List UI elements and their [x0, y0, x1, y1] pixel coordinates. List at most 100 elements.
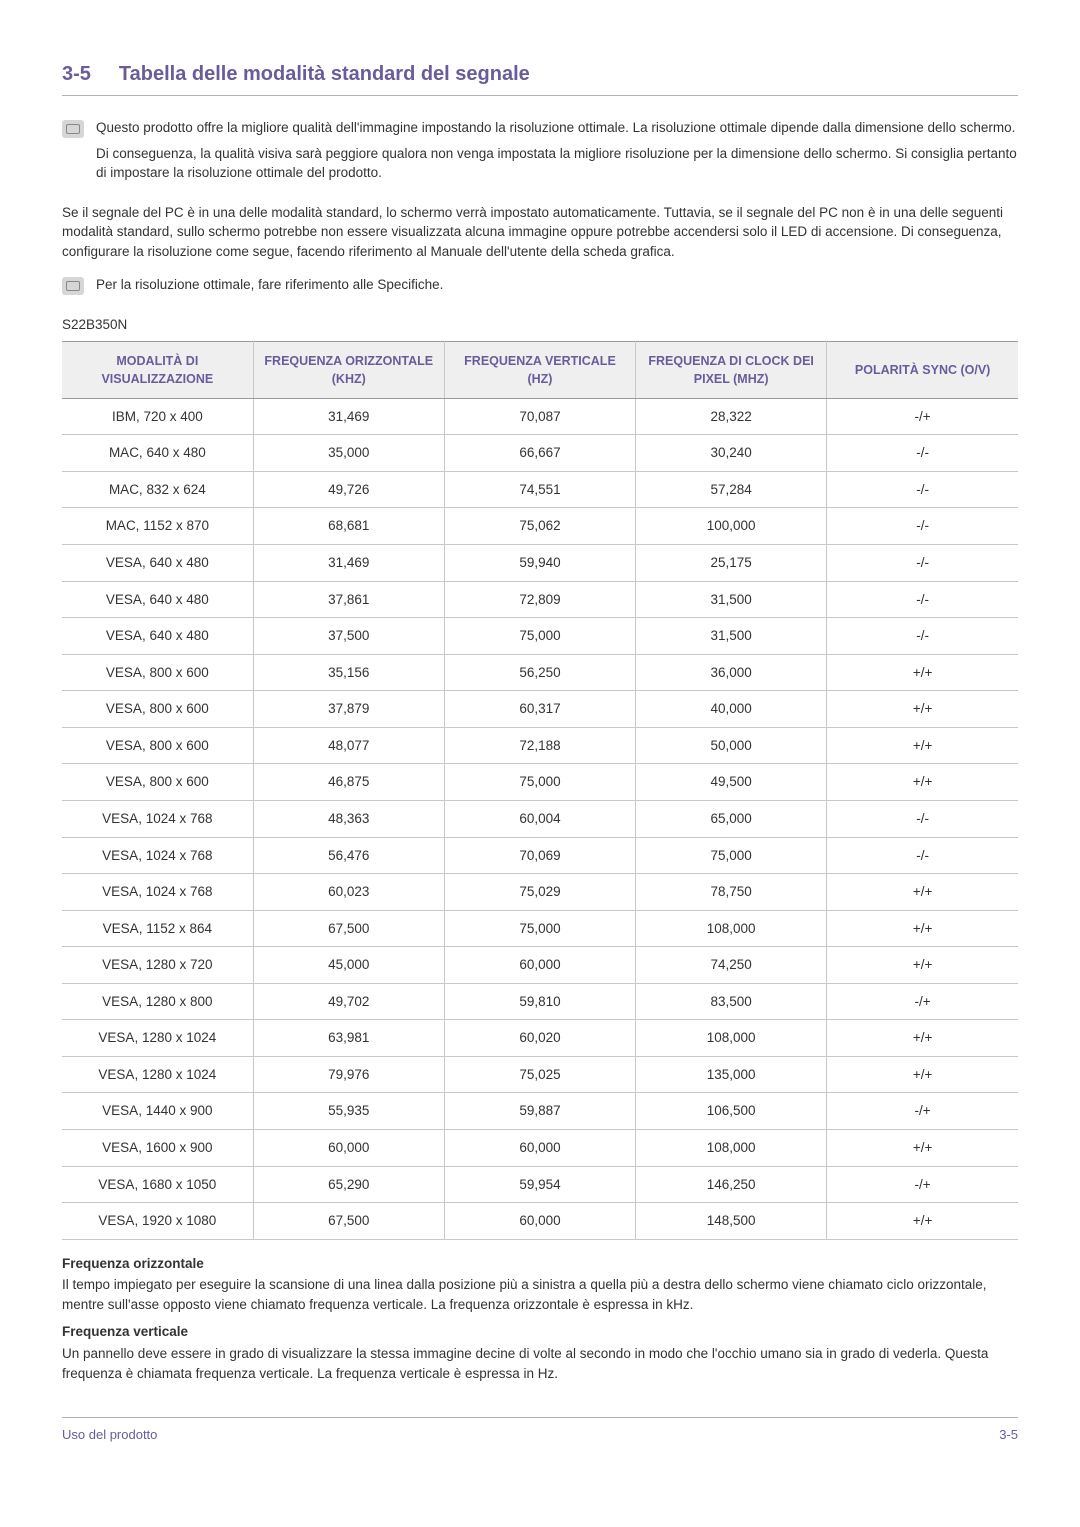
table-cell: VESA, 1680 x 1050	[62, 1166, 253, 1203]
table-cell: 70,087	[444, 398, 635, 435]
table-cell: 31,469	[253, 398, 444, 435]
table-cell: 59,940	[444, 545, 635, 582]
footer-left: Uso del prodotto	[62, 1426, 157, 1445]
table-cell: -/+	[827, 1166, 1018, 1203]
note-icon	[62, 277, 84, 295]
table-cell: VESA, 1280 x 1024	[62, 1056, 253, 1093]
table-cell: 100,000	[636, 508, 827, 545]
table-cell: VESA, 1152 x 864	[62, 910, 253, 947]
table-cell: VESA, 1280 x 800	[62, 983, 253, 1020]
table-cell: VESA, 800 x 600	[62, 654, 253, 691]
table-row: VESA, 1680 x 105065,29059,954146,250-/+	[62, 1166, 1018, 1203]
table-row: VESA, 1280 x 72045,00060,00074,250+/+	[62, 947, 1018, 984]
table-cell: VESA, 800 x 600	[62, 764, 253, 801]
table-cell: 75,062	[444, 508, 635, 545]
table-row: VESA, 1600 x 90060,00060,000108,000+/+	[62, 1130, 1018, 1167]
table-cell: 75,029	[444, 874, 635, 911]
table-cell: 70,069	[444, 837, 635, 874]
table-row: VESA, 1280 x 102479,97675,025135,000+/+	[62, 1056, 1018, 1093]
table-cell: -/-	[827, 581, 1018, 618]
table-cell: -/-	[827, 800, 1018, 837]
table-cell: 49,500	[636, 764, 827, 801]
table-cell: 56,250	[444, 654, 635, 691]
table-cell: 36,000	[636, 654, 827, 691]
table-row: VESA, 800 x 60046,87575,00049,500+/+	[62, 764, 1018, 801]
table-cell: 59,954	[444, 1166, 635, 1203]
table-cell: -/-	[827, 508, 1018, 545]
table-cell: VESA, 1024 x 768	[62, 837, 253, 874]
note-block-2: Per la risoluzione ottimale, fare riferi…	[62, 275, 1018, 301]
note-body: Questo prodotto offre la migliore qualit…	[96, 118, 1018, 189]
table-row: MAC, 1152 x 87068,68175,062100,000-/-	[62, 508, 1018, 545]
table-cell: MAC, 832 x 624	[62, 471, 253, 508]
table-cell: 63,981	[253, 1020, 444, 1057]
table-cell: 60,000	[444, 1203, 635, 1240]
table-cell: VESA, 1024 x 768	[62, 874, 253, 911]
table-row: VESA, 640 x 48031,46959,94025,175-/-	[62, 545, 1018, 582]
table-cell: VESA, 640 x 480	[62, 618, 253, 655]
table-cell: +/+	[827, 947, 1018, 984]
table-cell: +/+	[827, 874, 1018, 911]
table-cell: -/-	[827, 471, 1018, 508]
def-vfreq-title: Frequenza verticale	[62, 1322, 1018, 1342]
table-cell: 60,020	[444, 1020, 635, 1057]
table-row: VESA, 640 x 48037,50075,00031,500-/-	[62, 618, 1018, 655]
table-cell: 35,156	[253, 654, 444, 691]
table-cell: 37,879	[253, 691, 444, 728]
table-cell: MAC, 640 x 480	[62, 435, 253, 472]
note1-p2: Di conseguenza, la qualità visiva sarà p…	[96, 144, 1018, 183]
table-cell: 72,809	[444, 581, 635, 618]
table-cell: 31,500	[636, 581, 827, 618]
table-cell: 31,469	[253, 545, 444, 582]
table-cell: VESA, 1280 x 720	[62, 947, 253, 984]
table-cell: +/+	[827, 910, 1018, 947]
section-number: 3-5	[62, 60, 91, 89]
model-label: S22B350N	[62, 315, 1018, 335]
table-cell: MAC, 1152 x 870	[62, 508, 253, 545]
table-row: VESA, 1280 x 102463,98160,020108,000+/+	[62, 1020, 1018, 1057]
col-mode: MODALITÀ DI VISUALIZZAZIONE	[62, 341, 253, 398]
table-cell: 65,000	[636, 800, 827, 837]
table-row: VESA, 1024 x 76856,47670,06975,000-/-	[62, 837, 1018, 874]
table-cell: 75,000	[444, 618, 635, 655]
table-cell: VESA, 640 x 480	[62, 545, 253, 582]
table-cell: +/+	[827, 1203, 1018, 1240]
table-cell: VESA, 800 x 600	[62, 727, 253, 764]
table-cell: +/+	[827, 691, 1018, 728]
table-cell: 108,000	[636, 910, 827, 947]
table-cell: 83,500	[636, 983, 827, 1020]
table-cell: VESA, 1600 x 900	[62, 1130, 253, 1167]
table-cell: -/-	[827, 837, 1018, 874]
table-cell: 59,887	[444, 1093, 635, 1130]
note-block-1: Questo prodotto offre la migliore qualit…	[62, 118, 1018, 189]
table-cell: 59,810	[444, 983, 635, 1020]
table-row: MAC, 640 x 48035,00066,66730,240-/-	[62, 435, 1018, 472]
section-heading: 3-5 Tabella delle modalità standard del …	[62, 60, 1018, 96]
table-row: IBM, 720 x 40031,46970,08728,322-/+	[62, 398, 1018, 435]
note2-p1: Per la risoluzione ottimale, fare riferi…	[96, 275, 443, 295]
table-cell: 67,500	[253, 1203, 444, 1240]
table-cell: 50,000	[636, 727, 827, 764]
table-cell: VESA, 1280 x 1024	[62, 1020, 253, 1057]
table-cell: 49,726	[253, 471, 444, 508]
table-cell: 60,004	[444, 800, 635, 837]
table-cell: +/+	[827, 654, 1018, 691]
table-cell: 60,317	[444, 691, 635, 728]
table-cell: 75,000	[444, 910, 635, 947]
table-cell: 135,000	[636, 1056, 827, 1093]
table-cell: 28,322	[636, 398, 827, 435]
def-hfreq-body: Il tempo impiegato per eseguire la scans…	[62, 1275, 1018, 1314]
section-title-text: Tabella delle modalità standard del segn…	[119, 60, 530, 89]
table-cell: VESA, 1024 x 768	[62, 800, 253, 837]
table-cell: 30,240	[636, 435, 827, 472]
table-cell: +/+	[827, 727, 1018, 764]
table-cell: 67,500	[253, 910, 444, 947]
definitions: Frequenza orizzontale Il tempo impiegato…	[62, 1254, 1018, 1383]
col-vfreq: FREQUENZA VERTICALE (HZ)	[444, 341, 635, 398]
table-cell: VESA, 800 x 600	[62, 691, 253, 728]
table-cell: -/-	[827, 545, 1018, 582]
table-cell: 66,667	[444, 435, 635, 472]
table-cell: VESA, 1440 x 900	[62, 1093, 253, 1130]
table-cell: 74,250	[636, 947, 827, 984]
table-cell: 65,290	[253, 1166, 444, 1203]
